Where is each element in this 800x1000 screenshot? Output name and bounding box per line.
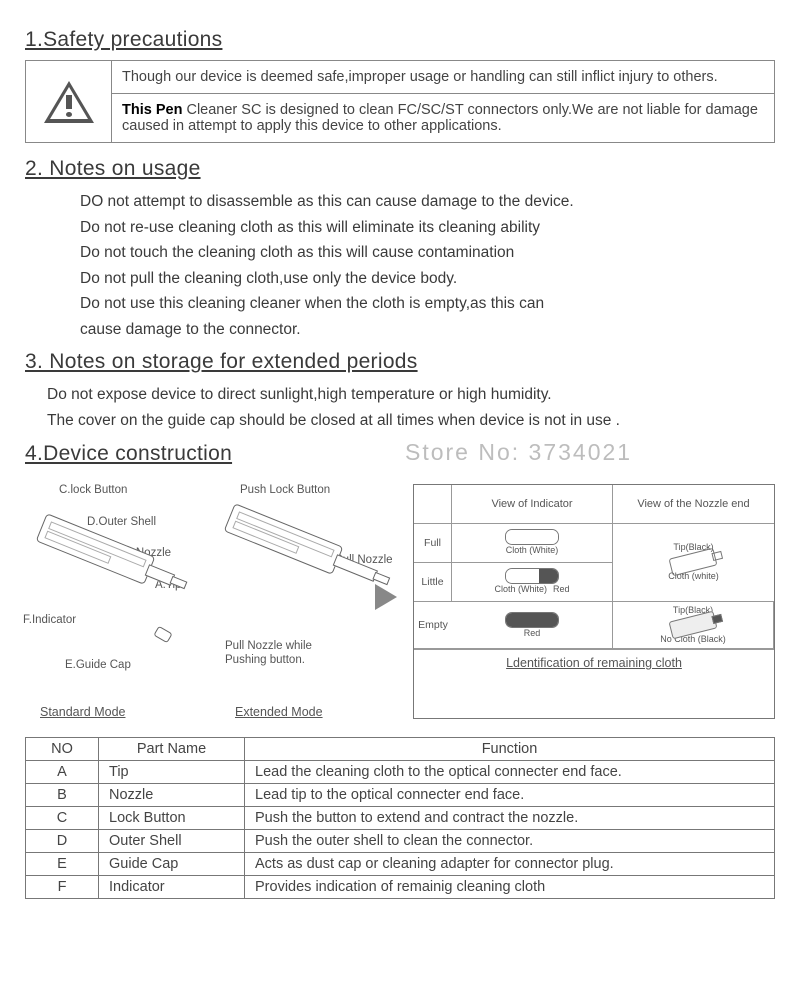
table-row: EGuide CapActs as dust cap or cleaning a…: [26, 852, 775, 875]
usage-note: Do not re-use cleaning cloth as this wil…: [80, 215, 775, 241]
th-no: NO: [26, 737, 99, 760]
cell-part: Nozzle: [99, 783, 245, 806]
ident-row-little: Little: [414, 563, 452, 602]
section-title-construction: 4.Device construction: [25, 442, 232, 466]
storage-note: Do not expose device to direct sunlight,…: [47, 382, 775, 408]
warning-icon-cell: [26, 61, 112, 142]
watermark-text: Store No: 3734021: [262, 439, 775, 466]
ident-row-empty: Empty: [414, 602, 452, 650]
construction-diagrams: C.lock Button D.Outer Shell B.Nozzle A.T…: [25, 484, 775, 719]
ident-full-indicator: Cloth (White): [452, 524, 613, 563]
section-title-storage: 3. Notes on storage for extended periods: [25, 350, 775, 374]
usage-note: Do not touch the cleaning cloth as this …: [80, 240, 775, 266]
cell-no: B: [26, 783, 99, 806]
cell-func: Lead tip to the optical connecter end fa…: [245, 783, 775, 806]
table-header-row: NO Part Name Function: [26, 737, 775, 760]
label-d-outer: D.Outer Shell: [87, 516, 156, 528]
label-push-lock: Push Lock Button: [240, 484, 330, 496]
arrow-icon: [375, 584, 397, 610]
cell-part: Guide Cap: [99, 852, 245, 875]
cell-func: Provides indication of remainig cleaning…: [245, 875, 775, 898]
usage-notes: DO not attempt to disassemble as this ca…: [25, 189, 775, 342]
usage-note: Do not use this cleaning cleaner when th…: [80, 291, 775, 317]
cell-part: Outer Shell: [99, 829, 245, 852]
caption-extended-mode: Extended Mode: [235, 705, 323, 719]
usage-note: Do not pull the cleaning cloth,use only …: [80, 266, 775, 292]
pen-extended: [224, 503, 344, 575]
ident-empty-indicator: Red: [452, 602, 613, 650]
cell-func: Acts as dust cap or cleaning adapter for…: [245, 852, 775, 875]
ident-nozzle-nocloth: Tip(Black) No Cloth (Black): [613, 602, 774, 650]
ident-caption: Ldentification of remaining cloth: [414, 649, 774, 674]
table-row: FIndicator Provides indication of remain…: [26, 875, 775, 898]
ident-header-indicator: View of Indicator: [452, 485, 613, 524]
table-row: CLock ButtonPush the button to extend an…: [26, 806, 775, 829]
cell-part: Lock Button: [99, 806, 245, 829]
storage-note: The cover on the guide cap should be clo…: [47, 408, 775, 434]
table-row: DOuter ShellPush the outer shell to clea…: [26, 829, 775, 852]
device-sketch-panel: C.lock Button D.Outer Shell B.Nozzle A.T…: [25, 484, 403, 719]
safety-text-1: Though our device is deemed safe,imprope…: [112, 61, 774, 93]
identification-panel: View of Indicator View of the Nozzle end…: [413, 484, 775, 719]
cell-func: Push the outer shell to clean the connec…: [245, 829, 775, 852]
cell-no: F: [26, 875, 99, 898]
safety-warning-box: Though our device is deemed safe,imprope…: [25, 60, 775, 143]
cell-part: Indicator: [99, 875, 245, 898]
ident-row-full: Full: [414, 524, 452, 563]
th-part: Part Name: [99, 737, 245, 760]
ident-blank: [414, 485, 452, 524]
cell-func: Lead the cleaning cloth to the optical c…: [245, 760, 775, 783]
safety-text-2: This Pen Cleaner SC is designed to clean…: [112, 93, 774, 142]
storage-notes: Do not expose device to direct sunlight,…: [25, 382, 775, 433]
cell-part: Tip: [99, 760, 245, 783]
usage-note: cause damage to the connector.: [80, 317, 775, 343]
ident-little-indicator: Cloth (White) Red: [452, 563, 613, 602]
caption-standard-mode: Standard Mode: [40, 705, 125, 719]
safety-bold: This Pen: [122, 102, 182, 118]
cell-no: A: [26, 760, 99, 783]
label-pull-while: Pull Nozzle while Pushing button.: [225, 639, 335, 669]
section-title-safety: 1.Safety precautions: [25, 28, 775, 52]
cell-func: Push the button to extend and contract t…: [245, 806, 775, 829]
cell-no: E: [26, 852, 99, 875]
section-title-usage: 2. Notes on usage: [25, 157, 775, 181]
table-row: ATipLead the cleaning cloth to the optic…: [26, 760, 775, 783]
th-func: Function: [245, 737, 775, 760]
cell-no: D: [26, 829, 99, 852]
label-e-guide: E.Guide Cap: [65, 659, 131, 671]
warning-triangle-icon: [44, 81, 94, 123]
guide-cap-icon: [153, 625, 172, 643]
safety-rest: Cleaner SC is designed to clean FC/SC/ST…: [122, 102, 758, 134]
table-row: BNozzleLead tip to the optical connecter…: [26, 783, 775, 806]
cell-no: C: [26, 806, 99, 829]
parts-table: NO Part Name Function ATipLead the clean…: [25, 737, 775, 899]
label-c-lock: C.lock Button: [59, 484, 127, 496]
usage-note: DO not attempt to disassemble as this ca…: [80, 189, 775, 215]
ident-nozzle-cloth: Tip(Black) Cloth (white): [613, 524, 774, 602]
ident-header-nozzle: View of the Nozzle end: [613, 485, 774, 524]
label-f-indicator: F.Indicator: [23, 614, 76, 626]
